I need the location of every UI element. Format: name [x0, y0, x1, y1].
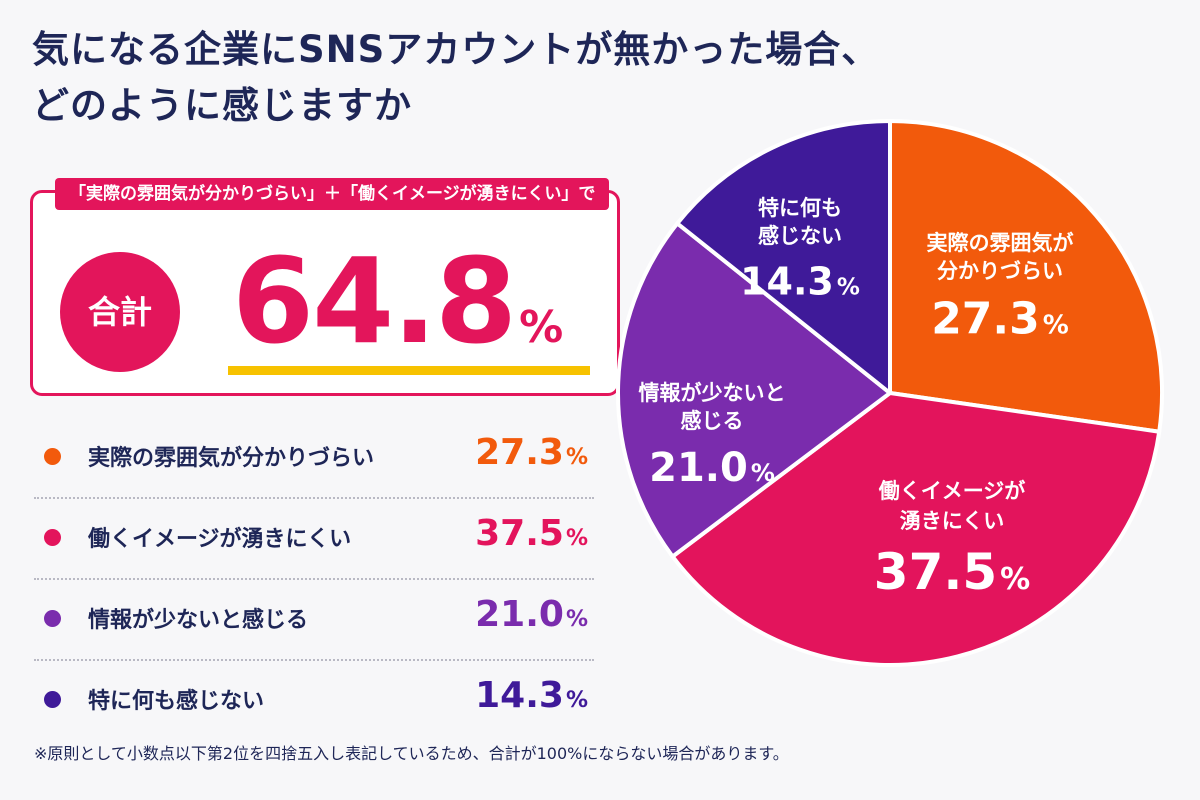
legend-value-number: 14.3	[475, 675, 564, 716]
legend-value-number: 21.0	[475, 594, 564, 635]
footnote: ※原則として小数点以下第2位を四捨五入し表記しているため、合計が100%にならな…	[34, 744, 789, 763]
legend-label: 働くイメージが湧きにくい	[88, 527, 352, 552]
chart-title: 気になる企業にSNSアカウントが無かった場合、 どのように感じますか	[32, 22, 879, 134]
legend: 実際の雰囲気が分かりづらい 27.3% 働くイメージが湧きにくい 37.5% 情…	[34, 418, 594, 740]
legend-label: 特に何も感じない	[88, 689, 265, 714]
pie-slice	[888, 119, 1164, 434]
title-line-2: どのように感じますか	[32, 84, 412, 127]
legend-value: 37.5%	[475, 513, 588, 554]
total-value: 64.8%	[232, 236, 563, 366]
legend-value-unit: %	[565, 607, 588, 632]
total-unit: %	[519, 302, 564, 353]
slice-name-label: 特に何も	[758, 196, 842, 220]
legend-value-unit: %	[565, 526, 588, 551]
slice-name-label: 湧きにくい	[900, 509, 1005, 533]
total-badge: 合計	[60, 252, 180, 372]
legend-dot	[44, 448, 61, 465]
legend-value-unit: %	[565, 445, 588, 470]
legend-label: 実際の雰囲気が分かりづらい	[88, 446, 375, 471]
legend-value-number: 37.5	[475, 513, 564, 554]
pie-slice	[670, 391, 1162, 667]
slice-name-label: 感じる	[681, 409, 744, 433]
legend-item: 実際の雰囲気が分かりづらい 27.3%	[34, 418, 594, 499]
total-underline	[228, 366, 590, 375]
slice-name-label: 情報が少ないと	[639, 381, 786, 405]
legend-dot	[44, 529, 61, 546]
legend-item: 特に何も感じない 14.3%	[34, 661, 594, 740]
pie-slice	[616, 221, 892, 559]
legend-value: 21.0%	[475, 594, 588, 635]
legend-value-number: 27.3	[475, 432, 564, 473]
legend-item: 働くイメージが湧きにくい 37.5%	[34, 499, 594, 580]
slice-name-label: 実際の雰囲気が	[927, 231, 1074, 255]
pie-slice	[675, 119, 892, 395]
legend-label: 情報が少ないと感じる	[88, 608, 309, 633]
legend-item: 情報が少ないと感じる 21.0%	[34, 580, 594, 661]
summary-tag: 「実際の雰囲気が分かりづらい」＋「働くイメージが湧きにくい」で	[55, 178, 610, 210]
slice-name-label: 分かりづらい	[937, 259, 1063, 283]
legend-value-unit: %	[565, 688, 588, 713]
title-line-1: 気になる企業にSNSアカウントが無かった場合、	[32, 28, 880, 71]
legend-dot	[44, 610, 61, 627]
total-number: 64.8	[232, 232, 517, 370]
legend-value: 27.3%	[475, 432, 588, 473]
legend-dot	[44, 691, 61, 708]
slice-name-label: 感じない	[758, 224, 842, 248]
legend-value: 14.3%	[475, 675, 588, 716]
slice-name-label: 働くイメージが	[878, 479, 1026, 503]
